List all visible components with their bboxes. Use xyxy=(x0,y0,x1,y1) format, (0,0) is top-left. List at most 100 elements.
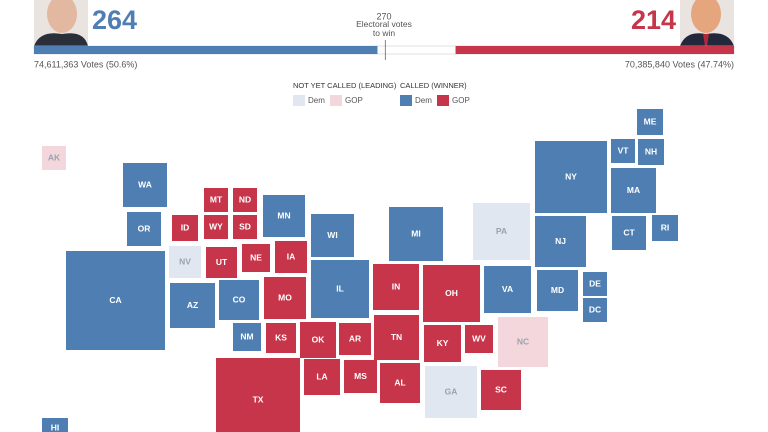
threshold-label-box: Electoral votes to win xyxy=(356,20,412,38)
state-label: ND xyxy=(239,194,251,204)
state-label: KS xyxy=(275,332,287,342)
state-tile xyxy=(264,277,306,319)
state-label: VA xyxy=(502,284,513,294)
state-tile xyxy=(611,168,656,213)
legend-label: GOP xyxy=(452,96,470,105)
right-electoral-votes: 214 xyxy=(631,5,676,35)
legend-label: Dem xyxy=(308,96,325,105)
state-label: NM xyxy=(240,331,253,341)
legend-swatch xyxy=(330,95,342,106)
state-label: GA xyxy=(445,386,458,396)
state-label: NH xyxy=(645,146,657,156)
state-label: MD xyxy=(551,285,564,295)
state-tile xyxy=(233,188,257,212)
state-tile xyxy=(638,139,664,165)
state-label: AL xyxy=(394,377,405,387)
right-photo xyxy=(680,0,734,46)
state-label: PA xyxy=(496,226,507,236)
state-label: MT xyxy=(210,194,223,204)
state-label: OK xyxy=(312,334,326,344)
state-tile xyxy=(611,139,635,163)
state-tile xyxy=(537,270,578,311)
state-tile xyxy=(311,214,354,257)
state-label: RI xyxy=(661,222,670,232)
state-label: VT xyxy=(618,145,630,155)
state-label: IN xyxy=(392,281,401,291)
legend-label: GOP xyxy=(345,96,363,105)
state-label: AK xyxy=(48,152,61,162)
state-tile xyxy=(172,215,198,241)
right-popular-votes: 70,385,840 Votes (47.74%) xyxy=(625,59,734,69)
state-label: WY xyxy=(209,221,223,231)
left-photo xyxy=(34,0,88,46)
state-label: NE xyxy=(250,252,262,262)
left-electoral-votes: 264 xyxy=(92,5,137,35)
state-tile xyxy=(637,109,663,135)
left-popular-votes: 74,611,363 Votes (50.6%) xyxy=(34,59,137,69)
state-label: LA xyxy=(316,371,327,381)
state-label: SC xyxy=(495,384,507,394)
state-tile xyxy=(127,212,161,246)
state-tile xyxy=(275,241,307,273)
state-tile xyxy=(652,215,678,241)
state-tile xyxy=(123,163,167,207)
state-label: TX xyxy=(253,394,264,404)
state-tile xyxy=(266,323,296,353)
state-label: KY xyxy=(437,338,449,348)
state-label: MA xyxy=(627,185,640,195)
state-map: AK WA OR CA NV AZ MT ND ID WY SD MN UT NE IA CO MO KS NM OK… xyxy=(42,109,678,432)
state-tile xyxy=(311,260,369,318)
legend-label: Dem xyxy=(415,96,432,105)
state-tile xyxy=(170,283,215,328)
state-tile xyxy=(612,216,646,250)
state-tile xyxy=(42,146,66,170)
state-tile xyxy=(535,216,586,267)
threshold-label: Electoral votes to win xyxy=(356,20,412,38)
state-label: UT xyxy=(216,257,228,267)
state-label: IL xyxy=(336,283,344,293)
state-label: DC xyxy=(589,304,601,314)
state-label: WI xyxy=(327,230,337,240)
state-label: ID xyxy=(181,222,190,232)
state-tile xyxy=(380,363,420,403)
state-label: MI xyxy=(411,228,420,238)
state-tile xyxy=(583,298,607,322)
state-tile xyxy=(66,251,165,350)
state-tile xyxy=(473,203,530,260)
state-tile xyxy=(389,207,443,261)
state-label: AR xyxy=(349,333,361,343)
state-label: SD xyxy=(239,221,251,231)
state-tile xyxy=(219,280,259,320)
vote-bar xyxy=(33,40,735,60)
state-tile xyxy=(242,244,270,272)
state-tile xyxy=(535,141,607,213)
legend-swatch xyxy=(293,95,305,106)
state-label: WA xyxy=(138,179,152,189)
state-tile xyxy=(300,322,336,358)
state-label: MN xyxy=(277,210,290,220)
right-bar xyxy=(455,46,734,54)
state-tile xyxy=(373,264,419,310)
legend: NOT YET CALLED (LEADING) Dem GOP CALLED (WI… xyxy=(293,81,470,106)
state-label: OH xyxy=(445,288,458,298)
state-tile xyxy=(423,265,480,322)
state-label: DE xyxy=(589,278,601,288)
state-tile xyxy=(233,215,257,239)
state-label: NY xyxy=(565,171,577,181)
legend-title: NOT YET CALLED (LEADING) xyxy=(293,81,397,90)
legend-title: CALLED (WINNER) xyxy=(400,81,467,90)
state-label: NV xyxy=(179,256,191,266)
state-tile xyxy=(425,366,477,418)
state-tile xyxy=(169,246,201,278)
state-tile xyxy=(233,323,261,351)
state-label: WV xyxy=(472,333,486,343)
state-label: IA xyxy=(287,251,296,261)
state-tile xyxy=(42,418,68,432)
legend-swatch xyxy=(400,95,412,106)
state-tile xyxy=(204,215,228,239)
state-tile xyxy=(498,317,548,367)
state-tile xyxy=(374,315,419,360)
state-label: CO xyxy=(233,294,246,304)
state-label: MS xyxy=(354,371,367,381)
